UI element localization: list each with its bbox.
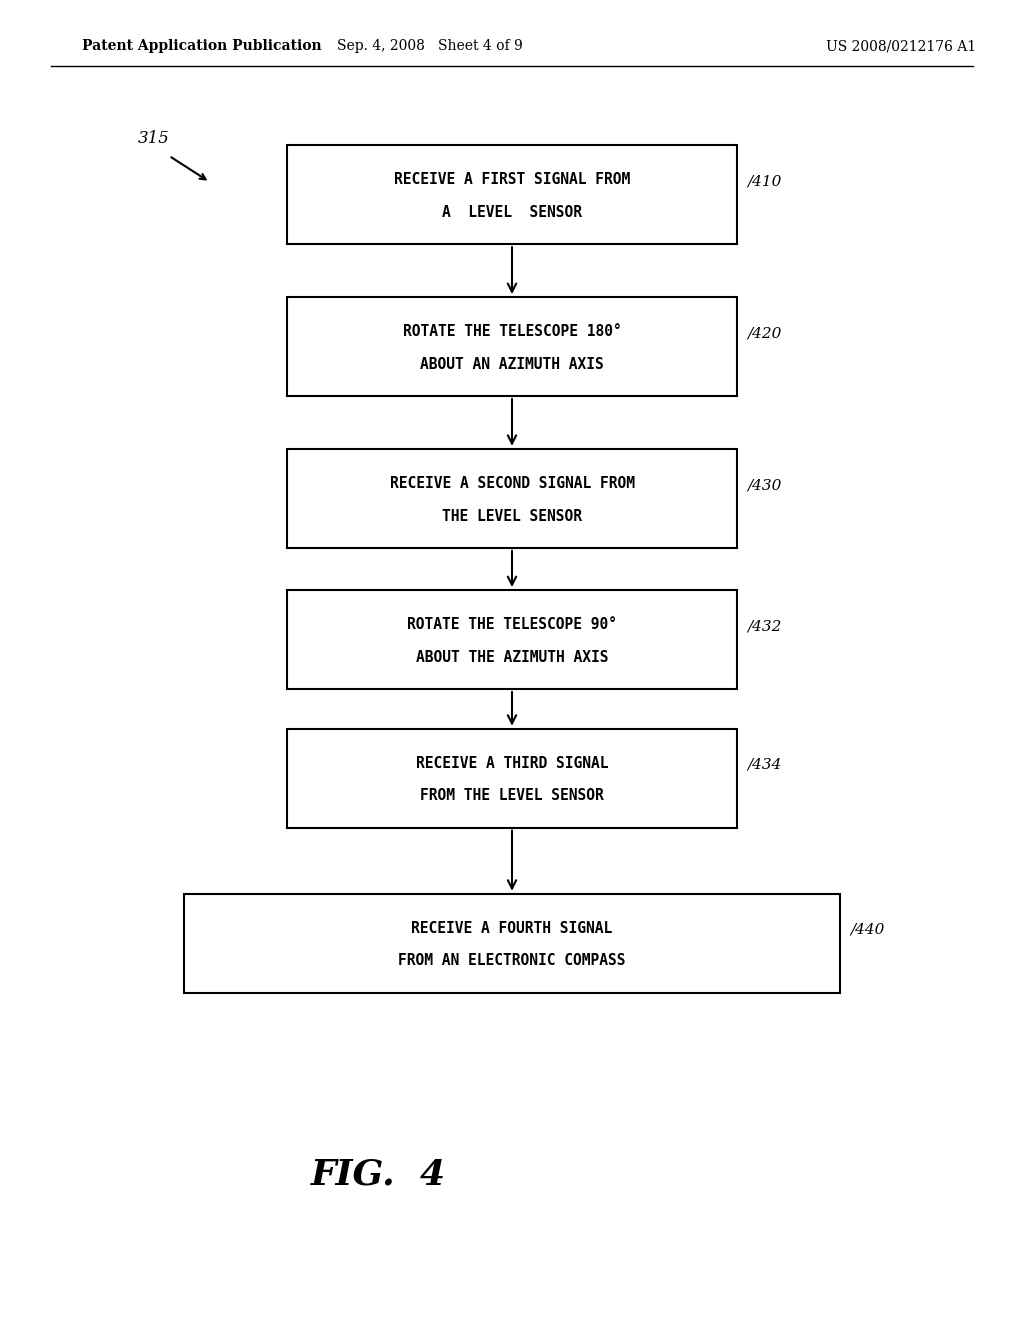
- FancyBboxPatch shape: [287, 297, 737, 396]
- Text: ROTATE THE TELESCOPE 90°: ROTATE THE TELESCOPE 90°: [407, 618, 617, 632]
- Text: /430: /430: [748, 478, 782, 492]
- FancyBboxPatch shape: [287, 449, 737, 548]
- FancyBboxPatch shape: [287, 729, 737, 828]
- Text: RECEIVE A FIRST SIGNAL FROM: RECEIVE A FIRST SIGNAL FROM: [394, 173, 630, 187]
- Text: FIG.  4: FIG. 4: [311, 1158, 446, 1192]
- Text: ABOUT AN AZIMUTH AXIS: ABOUT AN AZIMUTH AXIS: [420, 356, 604, 372]
- Text: FROM THE LEVEL SENSOR: FROM THE LEVEL SENSOR: [420, 788, 604, 804]
- Text: RECEIVE A SECOND SIGNAL FROM: RECEIVE A SECOND SIGNAL FROM: [389, 477, 635, 491]
- Text: /432: /432: [748, 619, 782, 634]
- Text: FROM AN ELECTRONIC COMPASS: FROM AN ELECTRONIC COMPASS: [398, 953, 626, 969]
- Text: US 2008/0212176 A1: US 2008/0212176 A1: [826, 40, 976, 53]
- Text: /440: /440: [850, 923, 885, 937]
- Text: A  LEVEL  SENSOR: A LEVEL SENSOR: [442, 205, 582, 220]
- Text: /420: /420: [748, 326, 782, 341]
- Text: ROTATE THE TELESCOPE 180°: ROTATE THE TELESCOPE 180°: [402, 325, 622, 339]
- FancyBboxPatch shape: [287, 590, 737, 689]
- Text: RECEIVE A THIRD SIGNAL: RECEIVE A THIRD SIGNAL: [416, 756, 608, 771]
- Text: 315: 315: [138, 131, 170, 147]
- Text: ABOUT THE AZIMUTH AXIS: ABOUT THE AZIMUTH AXIS: [416, 649, 608, 665]
- Text: THE LEVEL SENSOR: THE LEVEL SENSOR: [442, 508, 582, 524]
- Text: /410: /410: [748, 174, 782, 189]
- Text: RECEIVE A FOURTH SIGNAL: RECEIVE A FOURTH SIGNAL: [412, 921, 612, 936]
- FancyBboxPatch shape: [287, 145, 737, 244]
- Text: Sep. 4, 2008   Sheet 4 of 9: Sep. 4, 2008 Sheet 4 of 9: [337, 40, 523, 53]
- Text: Patent Application Publication: Patent Application Publication: [82, 40, 322, 53]
- Text: /434: /434: [748, 758, 782, 772]
- FancyBboxPatch shape: [184, 894, 840, 993]
